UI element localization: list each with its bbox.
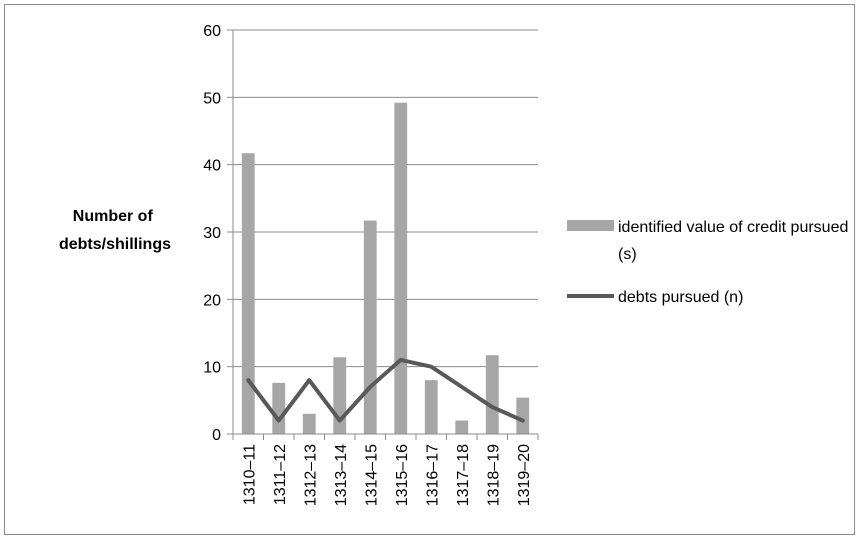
x-tick-labels: 1310–11 1311–12 1312–13 1313–14 1314–15 1315–… [241,444,533,506]
y-tick-label: 10 [203,360,221,377]
bar [424,380,438,434]
chart-area: 0 10 20 30 40 50 60 1310–11 1311–12 1312–13 1313–… [4,4,855,535]
x-tick-label: 1318–19 [485,444,502,506]
x-tick-label: 1313–14 [333,444,350,506]
y-axis-label: Number of debts/shillings [59,208,171,253]
y-tick-label: 50 [203,90,221,107]
axes [227,29,539,440]
bar [272,382,286,434]
gridlines [233,29,538,368]
x-tick-label: 1317–18 [455,444,472,506]
bar [394,102,408,434]
bar [455,420,469,434]
x-tick-label: 1314–15 [363,444,380,506]
y-tick-label: 60 [203,23,221,40]
x-tick-label: 1310–11 [241,444,258,505]
legend-bar-label-continued: (s) [618,246,637,263]
y-tick-label: 40 [203,158,221,175]
bar [363,220,377,434]
bar [516,397,530,434]
y-tick-label: 20 [203,292,221,309]
x-tick-label: 1312–13 [302,444,319,506]
bar [485,355,499,434]
legend-bar-label: identified value of credit pursued [618,219,848,236]
y-tick-labels: 0 10 20 30 40 50 60 [203,23,221,444]
legend-bar-swatch [567,220,614,231]
series-line [246,357,525,423]
x-tick-label: 1319–20 [516,444,533,506]
y-tick-label: 30 [203,225,221,242]
legend-line-label: debts pursued (n) [618,289,743,306]
chart-svg: 0 10 20 30 40 50 60 1310–11 1311–12 1312–13 1313–… [59,23,848,506]
legend: identified value of credit pursued (s) d… [567,219,848,306]
line-series [246,357,525,423]
bar [302,413,316,434]
x-tick-label: 1316–17 [424,444,441,506]
bar [241,153,255,434]
y-tick-label: 0 [212,427,221,444]
x-tick-label: 1315–16 [394,444,411,506]
x-tick-label: 1311–12 [272,444,289,505]
bar-series [241,102,530,434]
